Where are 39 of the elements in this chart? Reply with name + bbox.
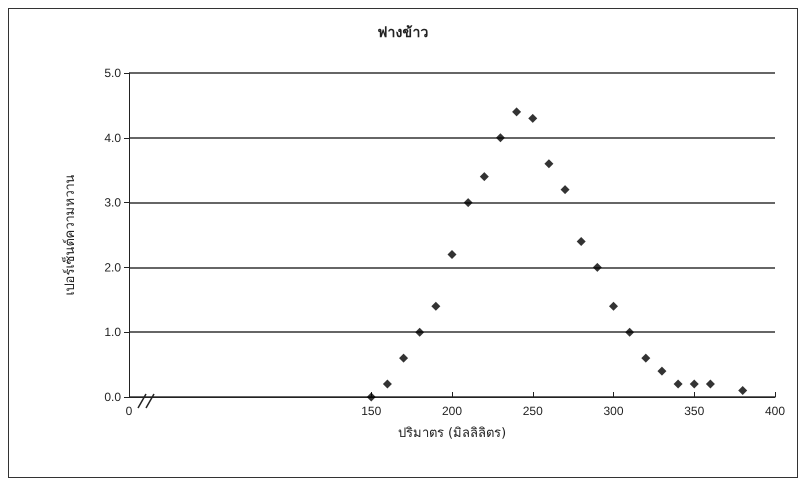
point	[657, 366, 666, 376]
point	[480, 172, 489, 182]
point	[625, 328, 634, 337]
x-tick-label: 150	[361, 404, 382, 418]
point	[544, 159, 554, 168]
point	[641, 354, 650, 363]
point	[609, 302, 618, 311]
x-tick-label: 300	[603, 404, 624, 418]
x-tick-label: 350	[684, 404, 705, 418]
x-tick-label: 200	[442, 404, 462, 418]
point	[576, 236, 586, 246]
point	[560, 185, 570, 194]
point	[496, 133, 505, 142]
x-tick-label: 400	[764, 404, 786, 418]
y-tick-label: 4.0	[104, 130, 122, 145]
y-axis-title: เปอร์เซ็นต์ความหวาน	[60, 174, 78, 296]
point	[592, 262, 602, 272]
point	[448, 250, 456, 259]
point	[690, 380, 699, 389]
y-tick-label: 3.0	[104, 196, 122, 210]
y-tick-label: 2.0	[104, 260, 122, 274]
chart-title: ฟางข้าว	[378, 25, 428, 41]
point	[464, 198, 473, 208]
point	[431, 302, 440, 311]
x-tick-label: 250	[522, 404, 544, 418]
x-axis-title: ปริมาตร (มิลลิลิตร)	[398, 426, 506, 441]
y-tick-label: 5.0	[104, 66, 122, 80]
point	[399, 354, 408, 363]
y-tick-label: 0.0	[104, 390, 122, 404]
point	[528, 114, 538, 123]
point	[366, 392, 376, 402]
y-tick-label: 1.0	[104, 325, 122, 340]
point	[382, 380, 392, 389]
point	[415, 328, 424, 337]
point	[738, 386, 748, 396]
point	[512, 107, 522, 116]
x-tick-label: 0	[126, 404, 133, 418]
point	[674, 380, 683, 389]
point	[706, 380, 715, 389]
